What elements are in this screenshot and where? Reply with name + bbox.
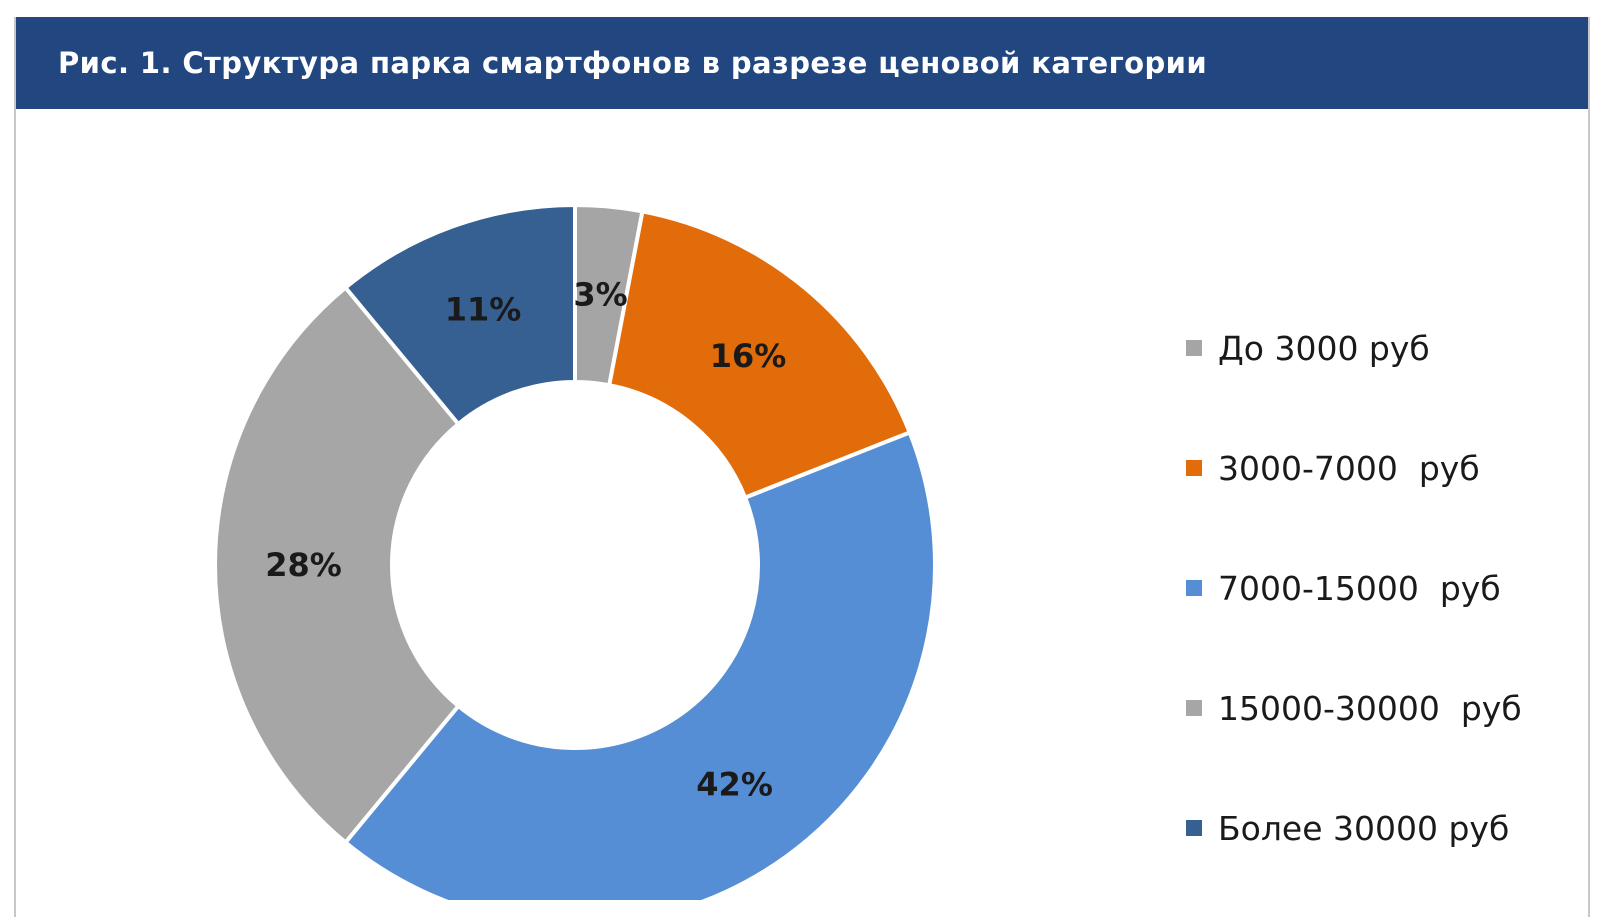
legend-item-3: 7000-15000 руб (1186, 562, 1501, 614)
data-label-1: 3% (573, 276, 627, 314)
legend-label: 15000-30000 руб (1218, 688, 1522, 728)
donut-slice-3 (342, 429, 937, 900)
donut-slice-2 (606, 209, 913, 501)
legend-swatch-icon (1186, 580, 1202, 596)
legend-swatch-icon (1186, 460, 1202, 476)
legend-swatch-icon (1186, 340, 1202, 356)
chart-header: Рис. 1. Структура парка смартфонов в раз… (16, 17, 1588, 109)
data-label-4: 28% (265, 546, 342, 584)
chart-title: Рис. 1. Структура парка смартфонов в раз… (58, 46, 1208, 80)
legend-label: 7000-15000 руб (1218, 568, 1501, 608)
legend-item-1: До 3000 руб (1186, 322, 1430, 374)
legend-label: 3000-7000 руб (1218, 448, 1480, 488)
data-label-5: 11% (445, 291, 522, 329)
legend-label: Более 30000 руб (1218, 808, 1510, 848)
data-label-3: 42% (696, 766, 773, 804)
donut-slice-5 (342, 202, 577, 427)
donut-data-labels: 3% 16% 42% 28% 11% (265, 276, 786, 804)
legend-item-2: 3000-7000 руб (1186, 442, 1480, 494)
legend-swatch-icon (1186, 700, 1202, 716)
legend-label: До 3000 руб (1218, 328, 1430, 368)
legend-swatch-icon (1186, 820, 1202, 836)
donut-slices (213, 202, 937, 900)
legend-item-4: 15000-30000 руб (1186, 682, 1522, 734)
data-label-2: 16% (710, 337, 787, 375)
legend-item-5: Более 30000 руб (1186, 802, 1509, 854)
donut-slice-4 (213, 284, 462, 846)
